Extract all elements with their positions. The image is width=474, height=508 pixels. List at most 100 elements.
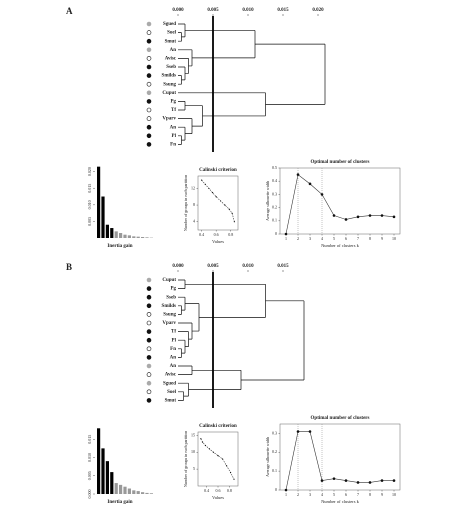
y-tick-label: 0.2 (272, 205, 277, 210)
axis-tick-label: 0.000 (172, 8, 184, 13)
x-tick-label: 2 (297, 236, 299, 241)
panel-label: B (66, 262, 72, 272)
x-tick-label: 8 (369, 236, 371, 241)
x-tick-label: 7 (357, 236, 359, 241)
dendrogram-link (178, 101, 186, 111)
dendrogram-link (185, 30, 256, 59)
bar (132, 490, 136, 494)
leaf-marker (146, 90, 152, 96)
y-tick-label: 4 (193, 219, 195, 224)
dendrogram-link (178, 92, 266, 117)
axis-tick-label: 0.010 (242, 264, 254, 269)
dendrogram-link (178, 391, 184, 401)
leaf-marker (146, 346, 152, 352)
leaf-marker (146, 312, 152, 317)
dendrogram-link (178, 279, 186, 289)
leaf-label: Smut (165, 39, 177, 44)
leaf-label: Pl (172, 338, 177, 343)
data-point (211, 192, 214, 194)
bar (123, 234, 127, 238)
leaf-label: Smilds (162, 74, 177, 79)
x-tick-label: 2 (297, 492, 299, 497)
bar (127, 235, 131, 238)
dendrogram-link (178, 365, 193, 375)
bar (114, 483, 118, 494)
data-point (368, 481, 372, 484)
leaf-marker (146, 133, 152, 139)
dendrogram-link (178, 75, 182, 85)
x-axis-label: Values (212, 495, 224, 500)
x-axis-label: Values (212, 239, 224, 244)
x-axis-label: Inertia gain (107, 500, 132, 505)
x-tick-label: 3 (309, 236, 311, 241)
y-tick-label: 0.2 (272, 449, 277, 454)
data-point (219, 200, 222, 202)
data-point (204, 444, 207, 447)
y-tick-label: 0.020 (87, 167, 92, 176)
bar (145, 492, 149, 494)
leaf-marker (146, 329, 152, 334)
leaf-marker (146, 277, 152, 283)
dendrogram-link (185, 283, 266, 318)
bar (101, 448, 105, 494)
bar (101, 196, 105, 238)
data-point (296, 430, 300, 433)
y-tick-label: 0 (275, 487, 277, 492)
data-point (392, 479, 396, 482)
y-tick-label: 0.1 (272, 468, 277, 473)
bar (136, 491, 140, 494)
y-tick-label: 0.010 (87, 200, 92, 209)
leaf-marker (146, 286, 152, 291)
leaf-marker (146, 56, 152, 61)
data-point (356, 215, 360, 219)
axis-tick-label: 0.015 (277, 8, 289, 13)
dendrogram-link (178, 135, 182, 145)
bar (105, 461, 109, 494)
x-axis-label: Number of clusters k (321, 243, 360, 248)
leaf-label: Smut (165, 399, 177, 404)
x-tick-label: 9 (381, 492, 383, 497)
dendrogram-link (178, 58, 189, 74)
leaf-label: Tf (171, 330, 176, 335)
axis-tick-label: 0.000 (172, 264, 184, 269)
panel-label: A (66, 6, 73, 16)
axis-tick-label: 0.010 (242, 8, 254, 13)
leaf-marker (146, 64, 152, 70)
leaf-marker (146, 107, 152, 113)
data-point (217, 455, 219, 457)
dendrogram-link (178, 305, 182, 315)
leaf-label: An (170, 356, 177, 361)
y-tick-label: 8 (193, 202, 195, 207)
dendrogram-link (178, 331, 189, 347)
leaf-marker (146, 30, 152, 35)
x-tick-label: 1 (285, 492, 287, 497)
x-tick-label: 7 (357, 492, 359, 497)
leaf-marker (146, 124, 152, 130)
data-line (285, 174, 395, 235)
data-point (208, 448, 211, 450)
y-tick-label: 12 (191, 185, 195, 190)
data-point (201, 441, 204, 443)
data-point (231, 212, 233, 214)
data-point (233, 221, 235, 223)
data-point (320, 193, 324, 196)
leaf-label: Soel (167, 390, 177, 395)
leaf-label: Soel (167, 31, 177, 36)
data-point (356, 481, 360, 484)
dendrogram-link (185, 105, 203, 127)
data-line (201, 179, 235, 222)
bar (123, 486, 127, 494)
x-tick-label: 10 (392, 492, 396, 497)
y-tick-label: 5 (193, 466, 195, 471)
leaf-label: Pg (170, 287, 176, 292)
y-axis-label: Average silhouette width (265, 437, 270, 477)
y-tick-label: 0.010 (87, 453, 92, 462)
leaf-marker (146, 47, 152, 53)
bar (149, 493, 153, 494)
data-line (285, 431, 394, 491)
leaf-marker (146, 73, 152, 78)
x-tick-label: 0.4 (199, 232, 204, 237)
y-tick-label: 0.1 (272, 218, 277, 223)
data-point (215, 196, 217, 198)
